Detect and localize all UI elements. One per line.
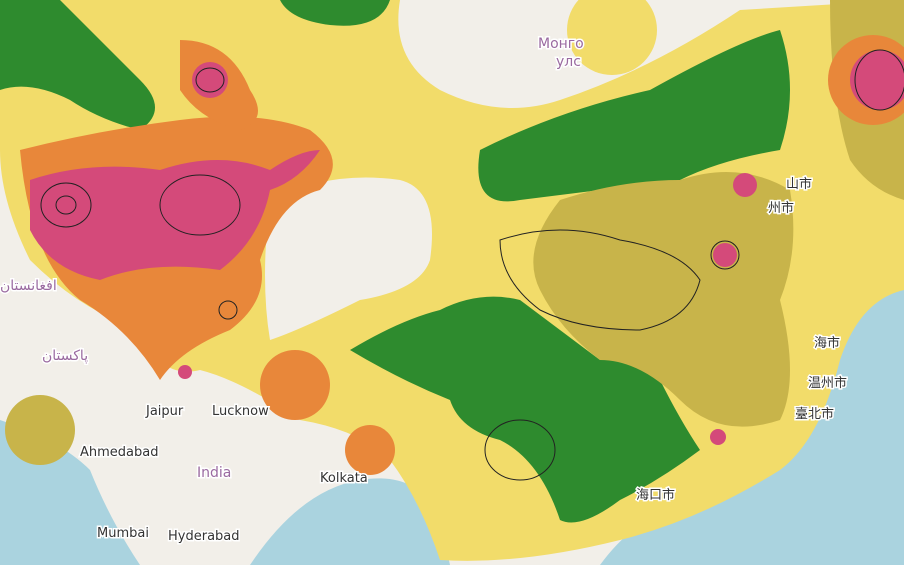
place-label: Lucknow (212, 404, 269, 419)
place-label: پاکستان (42, 348, 88, 364)
place-labels: Монго улс افغانستان پاکستان Jaipur Luckn… (0, 35, 849, 546)
place-label: Jaipur (145, 404, 184, 419)
place-label: Hyderabad (168, 529, 240, 544)
place-label: افغانستان (0, 278, 57, 294)
place-label: 州市 (768, 200, 794, 216)
place-label: Монго (538, 36, 584, 52)
place-label: 山市 (786, 176, 812, 192)
place-label: 温州市 (808, 375, 847, 391)
place-label: Ahmedabad (80, 445, 158, 460)
place-label: India (197, 465, 231, 481)
contours (40, 49, 904, 481)
place-label: 海市 (814, 335, 840, 351)
place-label: Kolkata (320, 471, 368, 486)
place-label: улс (556, 54, 581, 70)
place-label: 臺北市 (795, 406, 834, 422)
place-label: 海口市 (636, 487, 675, 503)
place-label: Mumbai (97, 526, 149, 541)
